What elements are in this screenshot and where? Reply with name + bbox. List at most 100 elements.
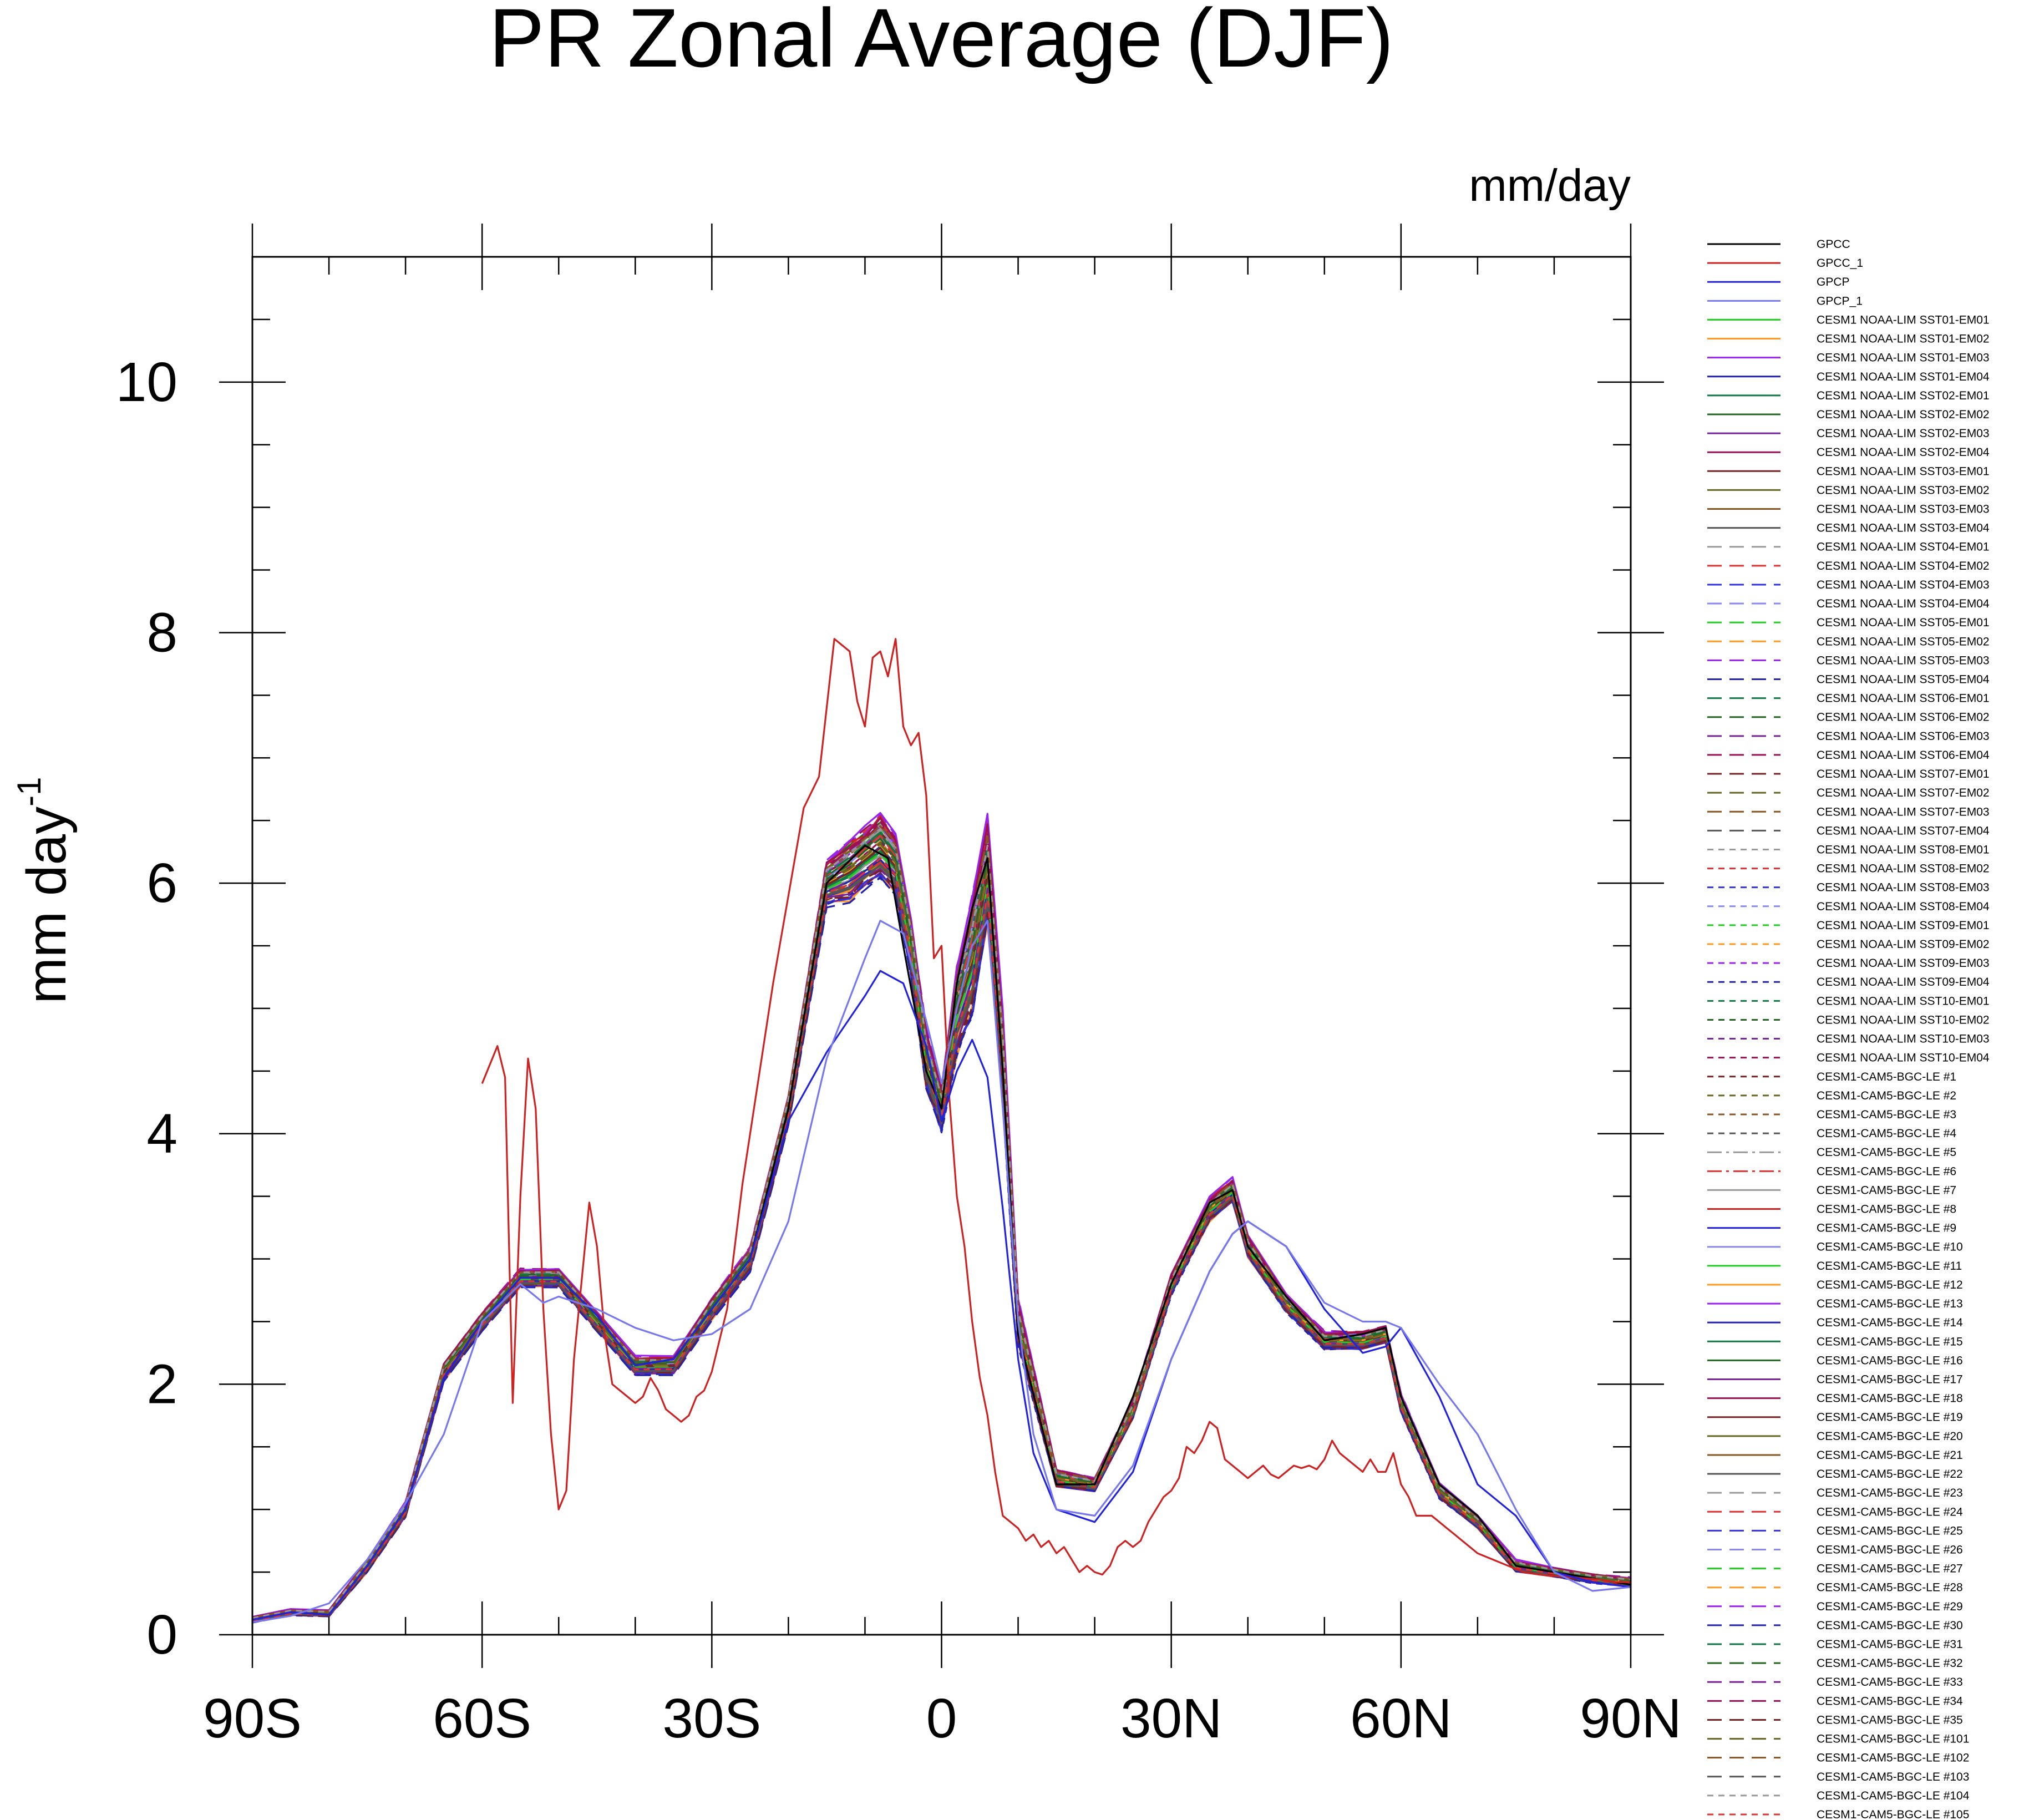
legend-label: CESM1-CAM5-BGC-LE #13: [1817, 1297, 1963, 1310]
chart-title: PR Zonal Average (DJF): [489, 0, 1393, 84]
legend-label: CESM1 NOAA-LIM SST08-EM03: [1817, 881, 1990, 894]
legend-label: CESM1-CAM5-BGC-LE #27: [1817, 1563, 1963, 1575]
legend-item: CESM1-CAM5-BGC-LE #4: [1707, 1127, 1956, 1140]
axes: 90S 60S 30S 0 30N 60N 90N 0 2 4 6 8 10: [116, 224, 1682, 1750]
legend-item: CESM1 NOAA-LIM SST03-EM01: [1707, 465, 1990, 478]
legend-label: CESM1-CAM5-BGC-LE #14: [1817, 1316, 1963, 1329]
legend-item: CESM1 NOAA-LIM SST06-EM04: [1707, 749, 1990, 762]
y-axis-title-exponent: -1: [11, 777, 48, 807]
legend-item: CESM1 NOAA-LIM SST01-EM01: [1707, 313, 1990, 326]
legend-item: CESM1 NOAA-LIM SST06-EM02: [1707, 711, 1990, 724]
legend-item: CESM1-CAM5-BGC-LE #23: [1707, 1487, 1963, 1499]
legend-item: CESM1 NOAA-LIM SST10-EM01: [1707, 995, 1990, 1007]
legend-label: CESM1 NOAA-LIM SST10-EM01: [1817, 995, 1990, 1007]
legend-label: CESM1-CAM5-BGC-LE #2: [1817, 1089, 1956, 1102]
legend-label: CESM1-CAM5-BGC-LE #101: [1817, 1733, 1969, 1746]
legend-label: CESM1 NOAA-LIM SST03-EM03: [1817, 503, 1990, 516]
legend-label: CESM1-CAM5-BGC-LE #22: [1817, 1468, 1963, 1481]
legend-item: CESM1 NOAA-LIM SST03-EM03: [1707, 503, 1990, 516]
legend-item: CESM1-CAM5-BGC-LE #2: [1707, 1089, 1956, 1102]
legend-label: CESM1-CAM5-BGC-LE #17: [1817, 1373, 1963, 1386]
legend-label: CESM1 NOAA-LIM SST08-EM01: [1817, 843, 1990, 856]
legend-label: GPCP: [1817, 276, 1850, 288]
legend-label: CESM1-CAM5-BGC-LE #105: [1817, 1808, 1969, 1820]
legend-label: CESM1 NOAA-LIM SST07-EM03: [1817, 805, 1990, 818]
legend-item: CESM1 NOAA-LIM SST02-EM01: [1707, 389, 1990, 402]
legend-item: CESM1-CAM5-BGC-LE #9: [1707, 1222, 1956, 1235]
y-axis-title-text: mm day: [16, 807, 78, 1004]
y-tick-label: 6: [146, 852, 177, 914]
legend-item: GPCC_1: [1707, 257, 1863, 270]
legend-label: CESM1-CAM5-BGC-LE #21: [1817, 1449, 1963, 1462]
legend-item: CESM1 NOAA-LIM SST01-EM03: [1707, 352, 1990, 364]
legend-item: GPCP: [1707, 276, 1850, 288]
legend-item: CESM1-CAM5-BGC-LE #14: [1707, 1316, 1963, 1329]
legend-label: CESM1-CAM5-BGC-LE #20: [1817, 1430, 1963, 1443]
legend-label: CESM1-CAM5-BGC-LE #7: [1817, 1184, 1956, 1197]
legend-item: CESM1-CAM5-BGC-LE #12: [1707, 1279, 1963, 1291]
x-tick-label: 60S: [433, 1687, 531, 1750]
legend-label: CESM1-CAM5-BGC-LE #24: [1817, 1505, 1963, 1518]
y-tick-label: 4: [146, 1103, 177, 1165]
legend-item: CESM1 NOAA-LIM SST07-EM04: [1707, 824, 1990, 837]
legend-label: CESM1-CAM5-BGC-LE #11: [1817, 1260, 1962, 1273]
legend-label: CESM1 NOAA-LIM SST08-EM02: [1817, 863, 1990, 875]
legend-item: CESM1 NOAA-LIM SST09-EM01: [1707, 919, 1990, 932]
legend-item: CESM1-CAM5-BGC-LE #16: [1707, 1354, 1963, 1367]
legend-item: CESM1 NOAA-LIM SST02-EM02: [1707, 408, 1990, 421]
legend-label: CESM1 NOAA-LIM SST02-EM02: [1817, 408, 1990, 421]
legend-item: CESM1-CAM5-BGC-LE #13: [1707, 1297, 1963, 1310]
legend-item: CESM1-CAM5-BGC-LE #10: [1707, 1241, 1963, 1254]
legend-item: CESM1-CAM5-BGC-LE #15: [1707, 1335, 1963, 1348]
legend-label: CESM1-CAM5-BGC-LE #30: [1817, 1619, 1963, 1632]
legend-item: CESM1 NOAA-LIM SST06-EM01: [1707, 692, 1990, 705]
legend-label: CESM1 NOAA-LIM SST09-EM04: [1817, 976, 1990, 988]
legend-label: CESM1-CAM5-BGC-LE #103: [1817, 1771, 1969, 1783]
legend-label: CESM1 NOAA-LIM SST04-EM01: [1817, 541, 1990, 554]
legend-label: CESM1 NOAA-LIM SST10-EM04: [1817, 1052, 1990, 1064]
legend-item: CESM1 NOAA-LIM SST02-EM03: [1707, 427, 1990, 440]
legend-label: CESM1 NOAA-LIM SST08-EM04: [1817, 900, 1990, 913]
x-tick-label: 0: [926, 1687, 957, 1750]
reference-line-2: [481, 638, 1631, 1583]
legend-item: CESM1-CAM5-BGC-LE #11: [1707, 1260, 1962, 1273]
legend-item: CESM1 NOAA-LIM SST09-EM03: [1707, 957, 1990, 970]
legend-label: CESM1-CAM5-BGC-LE #34: [1817, 1695, 1963, 1707]
legend-item: CESM1 NOAA-LIM SST08-EM04: [1707, 900, 1990, 913]
y-tick-label: 10: [116, 351, 177, 413]
legend-label: CESM1-CAM5-BGC-LE #28: [1817, 1581, 1963, 1594]
legend-label: CESM1 NOAA-LIM SST07-EM04: [1817, 824, 1990, 837]
legend-item: CESM1 NOAA-LIM SST01-EM02: [1707, 333, 1990, 346]
legend-item: GPCP_1: [1707, 295, 1863, 307]
legend-label: CESM1 NOAA-LIM SST05-EM04: [1817, 673, 1990, 686]
series-line-67: [252, 852, 1631, 1621]
legend-label: CESM1-CAM5-BGC-LE #32: [1817, 1657, 1963, 1670]
legend-label: GPCP_1: [1817, 295, 1863, 307]
y-tick-label: 2: [146, 1353, 177, 1415]
legend-label: CESM1-CAM5-BGC-LE #10: [1817, 1241, 1963, 1254]
reference-line-4: [252, 920, 1631, 1623]
legend-label: CESM1-CAM5-BGC-LE #18: [1817, 1392, 1963, 1405]
y-tick-label: 0: [146, 1604, 177, 1666]
legend-label: CESM1-CAM5-BGC-LE #35: [1817, 1713, 1963, 1726]
legend-label: CESM1 NOAA-LIM SST07-EM02: [1817, 787, 1990, 799]
legend-label: CESM1 NOAA-LIM SST05-EM01: [1817, 616, 1990, 629]
y-axis-title: mm day-1: [11, 777, 78, 1004]
legend-item: CESM1-CAM5-BGC-LE #102: [1707, 1752, 1969, 1765]
legend-item: CESM1-CAM5-BGC-LE #32: [1707, 1657, 1963, 1670]
series-group: [252, 638, 1631, 1624]
legend-label: CESM1 NOAA-LIM SST02-EM04: [1817, 446, 1990, 459]
legend-label: CESM1 NOAA-LIM SST03-EM01: [1817, 465, 1990, 478]
legend-item: CESM1 NOAA-LIM SST08-EM03: [1707, 881, 1990, 894]
legend-item: CESM1 NOAA-LIM SST05-EM04: [1707, 673, 1990, 686]
legend-item: GPCC: [1707, 238, 1850, 251]
legend-label: CESM1-CAM5-BGC-LE #3: [1817, 1108, 1956, 1121]
legend-label: CESM1 NOAA-LIM SST01-EM01: [1817, 313, 1990, 326]
legend-label: CESM1 NOAA-LIM SST06-EM02: [1817, 711, 1990, 724]
legend-label: CESM1 NOAA-LIM SST04-EM04: [1817, 597, 1990, 610]
legend-item: CESM1-CAM5-BGC-LE #18: [1707, 1392, 1963, 1405]
legend-item: CESM1-CAM5-BGC-LE #105: [1707, 1808, 1969, 1820]
legend-item: CESM1 NOAA-LIM SST10-EM04: [1707, 1052, 1990, 1064]
x-tick-label: 60N: [1350, 1687, 1452, 1750]
